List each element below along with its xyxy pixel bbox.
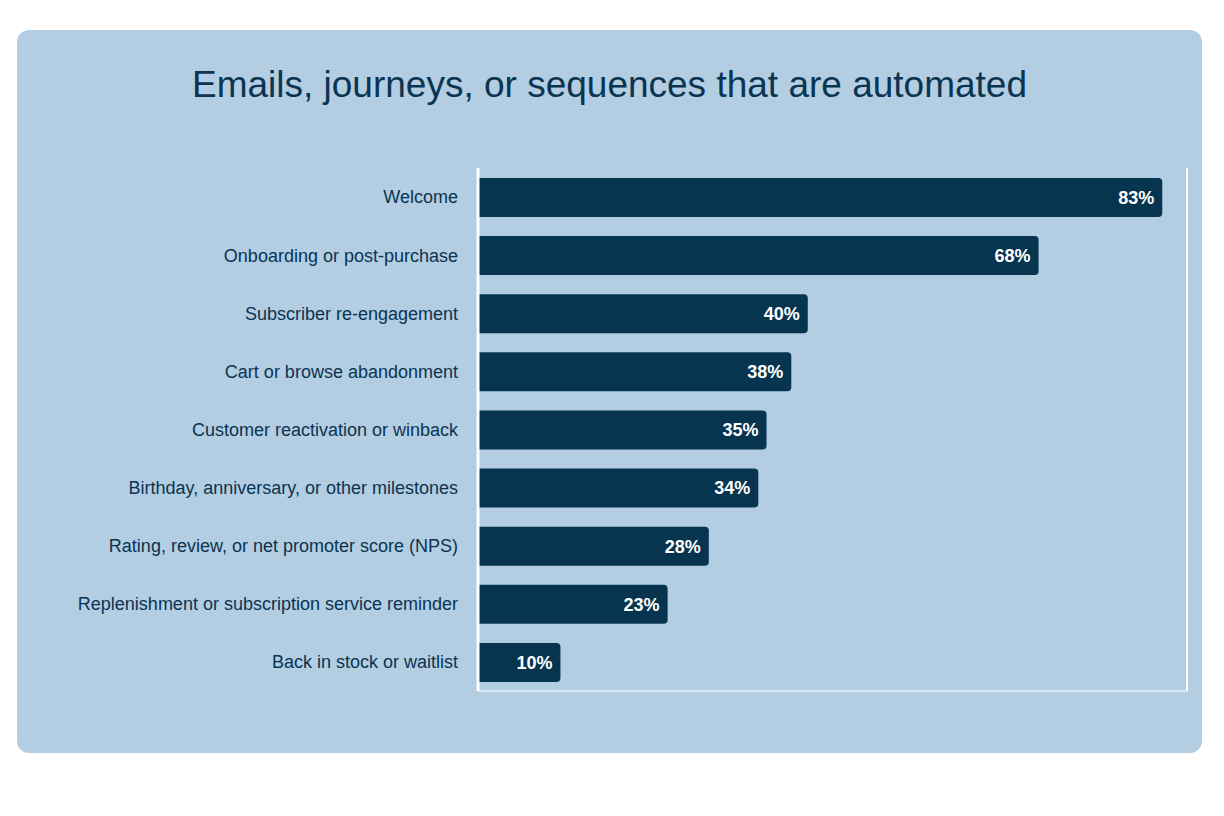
svg-text:Onboarding or post-purchase: Onboarding or post-purchase xyxy=(224,246,458,266)
svg-text:Welcome: Welcome xyxy=(383,187,458,207)
svg-text:10%: 10% xyxy=(516,653,552,673)
svg-text:40%: 40% xyxy=(764,304,800,324)
svg-text:Back in stock or waitlist: Back in stock or waitlist xyxy=(272,652,458,672)
html-text:Emails, journeys, or sequences: Emails, journeys, or sequences that are … xyxy=(192,64,1027,105)
svg-text:34%: 34% xyxy=(714,478,750,498)
svg-text:38%: 38% xyxy=(747,362,783,382)
svg-text:Subscriber re-engagement: Subscriber re-engagement xyxy=(245,304,458,324)
svg-text:Customer reactivation or winba: Customer reactivation or winback xyxy=(192,420,459,440)
svg-text:Replenishment or subscription: Replenishment or subscription service re… xyxy=(78,594,458,614)
svg-text:83%: 83% xyxy=(1118,188,1154,208)
svg-text:68%: 68% xyxy=(995,246,1031,266)
svg-text:35%: 35% xyxy=(723,420,759,440)
svg-text:Birthday, anniversary, or othe: Birthday, anniversary, or other mileston… xyxy=(129,478,458,498)
svg-text:23%: 23% xyxy=(624,595,660,615)
svg-text:28%: 28% xyxy=(665,537,701,557)
svg-text:Rating, review, or net promote: Rating, review, or net promoter score (N… xyxy=(109,536,458,556)
svg-text:Cart or browse abandonment: Cart or browse abandonment xyxy=(225,362,458,382)
